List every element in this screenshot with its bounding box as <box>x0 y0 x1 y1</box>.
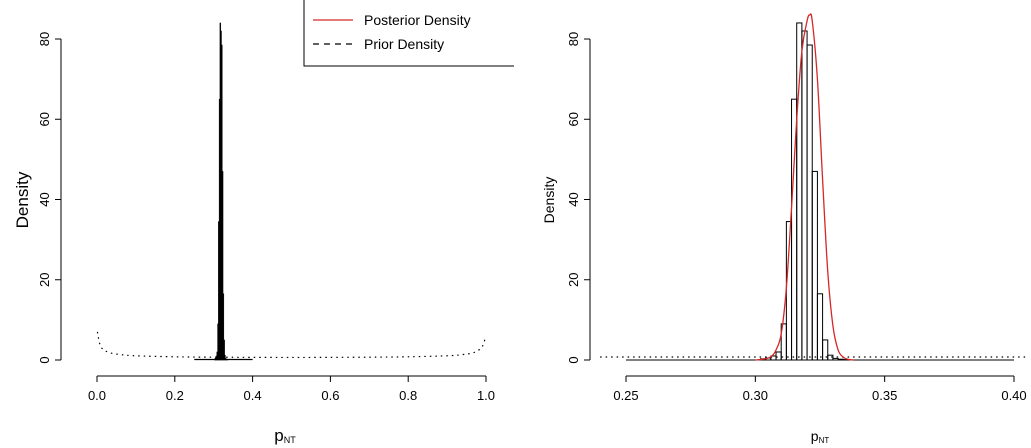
left-x-tick-label: 0.6 <box>321 388 339 403</box>
left-y-tick-label: 80 <box>37 32 52 46</box>
right-posterior-density-curve <box>755 13 854 361</box>
right-histogram-bar <box>827 354 834 361</box>
right-histogram-bar <box>801 30 808 361</box>
right-histogram <box>760 22 849 361</box>
left-x-axis-title: pNT <box>274 426 296 445</box>
right-posterior-density-line <box>755 13 854 361</box>
right-histogram-bar <box>816 293 824 361</box>
right-x-axis-title: pNT <box>811 428 830 445</box>
right-histogram-bar <box>832 357 839 361</box>
right-histogram-bar <box>811 170 818 361</box>
right-x-tick-label: 0.30 <box>743 388 768 403</box>
right-x-axis-title-subscript: NT <box>819 436 830 445</box>
left-x-tick-label: 0.0 <box>88 388 106 403</box>
left-x-tick-label: 0.2 <box>166 388 184 403</box>
left-x-tick-label: 0.4 <box>244 388 262 403</box>
left-x-axis-title-subscript: NT <box>284 435 296 445</box>
left-axes: 0 20 40 60 80 0.0 0.2 0.4 0.6 0.8 1.0 <box>37 32 495 403</box>
left-x-tick-label: 0.8 <box>399 388 417 403</box>
right-y-tick-label: 20 <box>566 273 581 287</box>
right-axes: 0 20 40 60 80 0.25 0.30 0.35 0.40 <box>566 32 1027 403</box>
left-y-tick-label: 20 <box>37 273 52 287</box>
right-y-tick-label: 0 <box>566 356 581 363</box>
right-y-tick-label: 80 <box>566 32 581 46</box>
legend: Posterior Density Prior Density <box>303 0 514 67</box>
right-histogram-bar <box>822 339 829 361</box>
legend-label-posterior: Posterior Density <box>364 12 471 28</box>
right-x-tick-label: 0.35 <box>872 388 897 403</box>
legend-frame <box>303 0 514 67</box>
left-y-axis-title: Density <box>13 171 32 228</box>
left-y-tick-label: 60 <box>37 112 52 126</box>
left-histogram <box>214 22 228 361</box>
left-x-axis-title-p: p <box>274 426 283 445</box>
left-prior-density-curve <box>96 331 487 359</box>
right-y-tick-label: 40 <box>566 192 581 206</box>
right-y-tick-label: 60 <box>566 112 581 126</box>
legend-label-prior: Prior Density <box>364 36 444 52</box>
right-x-axis-title-p: p <box>811 428 819 444</box>
left-x-tick-label: 1.0 <box>477 388 495 403</box>
right-histogram-bar <box>775 351 782 361</box>
right-histogram-bar <box>806 44 813 361</box>
right-y-axis-title: Density <box>541 177 557 224</box>
left-prior-density-line <box>96 331 487 359</box>
left-y-tick-label: 40 <box>37 192 52 206</box>
left-y-tick-label: 0 <box>37 356 52 363</box>
right-histogram-bar <box>837 358 844 361</box>
right-x-tick-label: 0.25 <box>613 388 638 403</box>
right-panel: 0 20 40 60 80 0.25 0.30 0.35 0.40 Density pNT <box>541 13 1029 445</box>
right-x-tick-label: 0.40 <box>1001 388 1026 403</box>
